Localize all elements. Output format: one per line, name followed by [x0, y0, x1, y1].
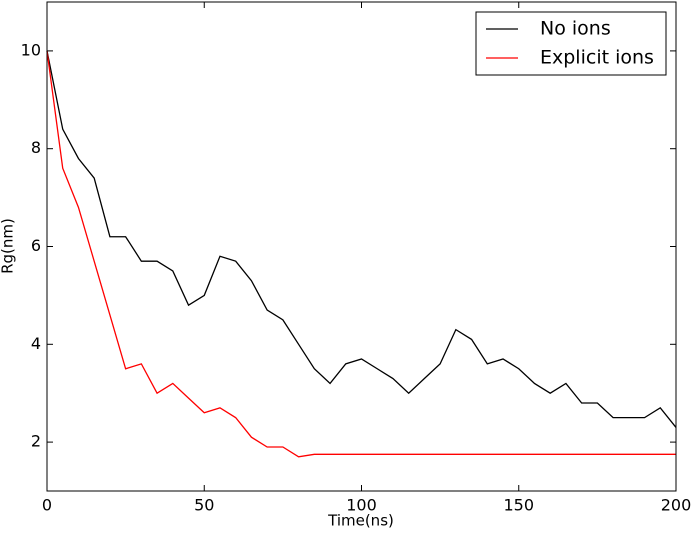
legend-box [475, 11, 667, 76]
line [46, 50, 676, 458]
plot-frame [46, 1, 677, 492]
x-tick-label: 50 [194, 496, 214, 515]
x-tick-label: 0 [42, 496, 52, 515]
x-tick-label: 150 [503, 496, 534, 515]
y-tick-label: 6 [31, 236, 41, 255]
y-tick-label: 8 [31, 138, 41, 157]
y-tick-label: 4 [31, 334, 41, 353]
y-tick-label: 2 [31, 432, 41, 451]
line [46, 50, 677, 428]
y-axis-label: Rg(nm) [0, 218, 17, 274]
x-tick-label: 200 [661, 496, 691, 515]
y-tick-label: 10 [21, 40, 41, 59]
x-axis-label: Time(ns) [327, 512, 394, 530]
legend-label: Explicit ions [540, 47, 654, 69]
legend-label: No ions [540, 18, 611, 40]
x-tick-label: 100 [346, 496, 377, 515]
